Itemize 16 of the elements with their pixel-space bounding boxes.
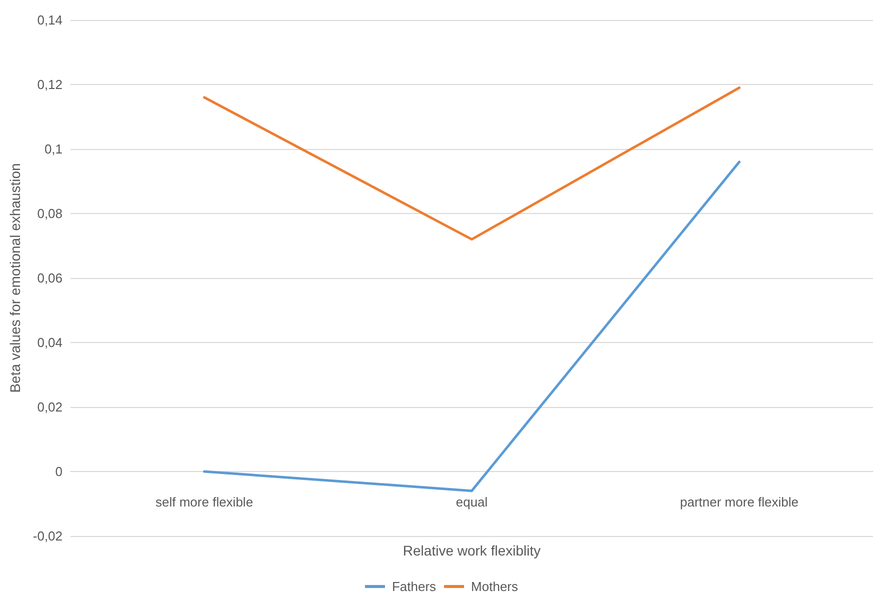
- y-tick-label: 0,1: [44, 142, 63, 156]
- x-tick-label: self more flexible: [156, 494, 254, 510]
- y-tick-label: 0,14: [37, 12, 63, 28]
- x-axis-title: Relative work flexiblity: [402, 542, 541, 558]
- y-tick-label: 0,02: [37, 400, 63, 414]
- x-tick-label: partner more flexible: [680, 494, 799, 510]
- legend-label: Mothers: [471, 579, 519, 594]
- y-tick-label: 0,12: [37, 77, 63, 92]
- y-tick-label: 0,08: [37, 206, 63, 221]
- y-tick-label: -0,02: [32, 528, 63, 544]
- y-tick-label: 0,04: [37, 335, 63, 350]
- y-tick-label: 0: [55, 464, 63, 479]
- x-tick-label: equal: [456, 494, 488, 510]
- y-tick-label: 0,06: [37, 270, 63, 286]
- y-axis-title: Beta values for emotional exhaustion: [7, 163, 23, 393]
- legend-label: Fathers: [392, 579, 437, 594]
